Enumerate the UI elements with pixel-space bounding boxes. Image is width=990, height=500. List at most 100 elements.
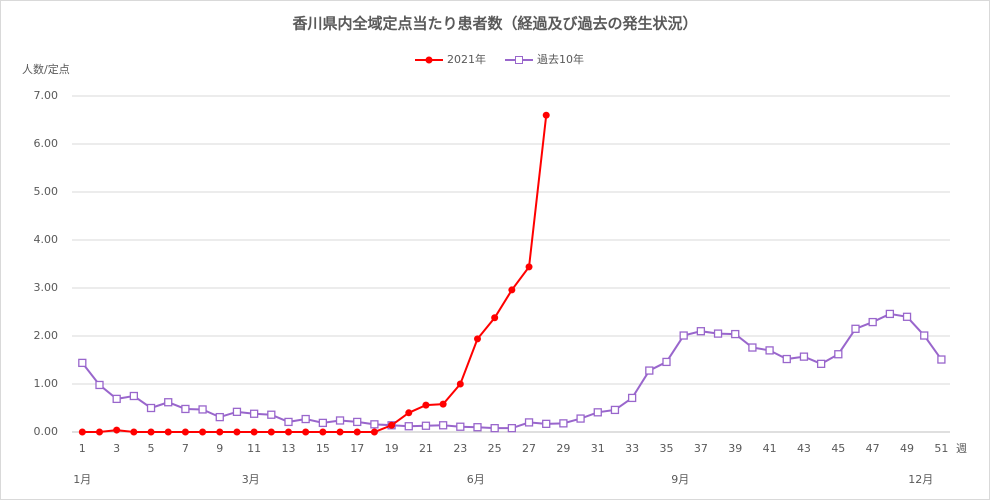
- point: [146, 403, 156, 413]
- point: [422, 401, 430, 409]
- point: [199, 428, 207, 436]
- point: [249, 409, 259, 418]
- point: [782, 354, 791, 364]
- x-axis-label: 週: [956, 442, 967, 455]
- x-tick-label: 5: [148, 442, 155, 455]
- y-axis-label: 人数/定点: [22, 62, 70, 76]
- month-label: 9月: [671, 473, 689, 486]
- point: [215, 412, 224, 422]
- x-tick-label: 7: [182, 442, 189, 455]
- point: [473, 423, 482, 432]
- point: [937, 355, 946, 364]
- point: [834, 350, 843, 359]
- legend-label: 2021年: [447, 52, 486, 66]
- point: [336, 428, 344, 436]
- x-tick-label: 17: [350, 442, 364, 455]
- x-tick-label: 21: [419, 442, 433, 455]
- y-tick-label: 3.00: [34, 281, 59, 294]
- point: [233, 428, 241, 436]
- point: [662, 357, 671, 367]
- point: [112, 394, 121, 404]
- month-label: 12月: [908, 473, 933, 486]
- x-tick-label: 51: [934, 442, 948, 455]
- point: [593, 408, 602, 417]
- point: [353, 428, 361, 436]
- point: [610, 405, 620, 415]
- point: [78, 358, 87, 368]
- point: [267, 410, 276, 419]
- point: [250, 428, 258, 436]
- point: [525, 263, 533, 271]
- x-tick-label: 47: [866, 442, 880, 455]
- x-tick-label: 49: [900, 442, 914, 455]
- point: [559, 419, 568, 428]
- point: [404, 422, 413, 431]
- x-tick-label: 45: [831, 442, 845, 455]
- x-tick-label: 19: [385, 442, 399, 455]
- point: [370, 420, 379, 429]
- point: [868, 317, 877, 327]
- point: [645, 366, 654, 375]
- legend-label: 過去10年: [537, 52, 584, 66]
- point: [95, 380, 104, 390]
- x-tick-label: 25: [488, 442, 502, 455]
- point: [405, 409, 413, 417]
- x-tick-label: 27: [522, 442, 536, 455]
- y-tick-label: 1.00: [34, 377, 59, 390]
- point: [319, 428, 327, 436]
- x-tick-label: 33: [625, 442, 639, 455]
- point: [302, 428, 310, 436]
- point: [216, 428, 224, 436]
- point: [267, 428, 275, 436]
- point: [95, 428, 103, 436]
- point: [318, 418, 328, 428]
- y-tick-label: 4.00: [34, 233, 59, 246]
- month-label: 6月: [467, 473, 485, 486]
- point: [799, 352, 809, 361]
- point: [851, 324, 860, 333]
- y-tick-label: 6.00: [34, 137, 59, 150]
- x-tick-label: 3: [113, 442, 120, 455]
- point: [885, 309, 895, 319]
- legend-marker: [515, 56, 523, 64]
- point: [78, 428, 86, 436]
- x-tick-label: 11: [247, 442, 261, 455]
- point: [508, 286, 516, 294]
- point: [164, 428, 172, 436]
- point: [181, 428, 189, 436]
- point: [370, 428, 378, 436]
- point: [438, 421, 448, 430]
- x-tick-label: 35: [659, 442, 673, 455]
- point: [524, 418, 534, 427]
- point: [181, 404, 190, 414]
- x-tick-label: 9: [216, 442, 223, 455]
- point: [576, 414, 585, 423]
- point: [301, 414, 310, 424]
- point: [335, 416, 345, 425]
- point: [765, 346, 774, 355]
- legend-marker: [425, 56, 433, 64]
- y-tick-label: 2.00: [34, 329, 59, 342]
- point: [542, 111, 550, 119]
- month-label: 1月: [73, 473, 91, 486]
- point: [731, 329, 740, 339]
- point: [902, 312, 912, 321]
- x-tick-label: 37: [694, 442, 708, 455]
- point: [129, 391, 139, 401]
- point: [353, 417, 362, 427]
- x-tick-label: 1: [79, 442, 86, 455]
- x-tick-label: 39: [728, 442, 742, 455]
- point: [920, 331, 929, 340]
- point: [696, 327, 706, 336]
- x-tick-label: 23: [453, 442, 467, 455]
- point: [748, 343, 757, 352]
- point: [147, 428, 155, 436]
- point: [198, 405, 207, 414]
- point: [627, 393, 637, 403]
- point: [284, 428, 292, 436]
- y-tick-label: 0.00: [34, 425, 59, 438]
- y-tick-label: 7.00: [34, 89, 59, 102]
- point: [164, 398, 173, 407]
